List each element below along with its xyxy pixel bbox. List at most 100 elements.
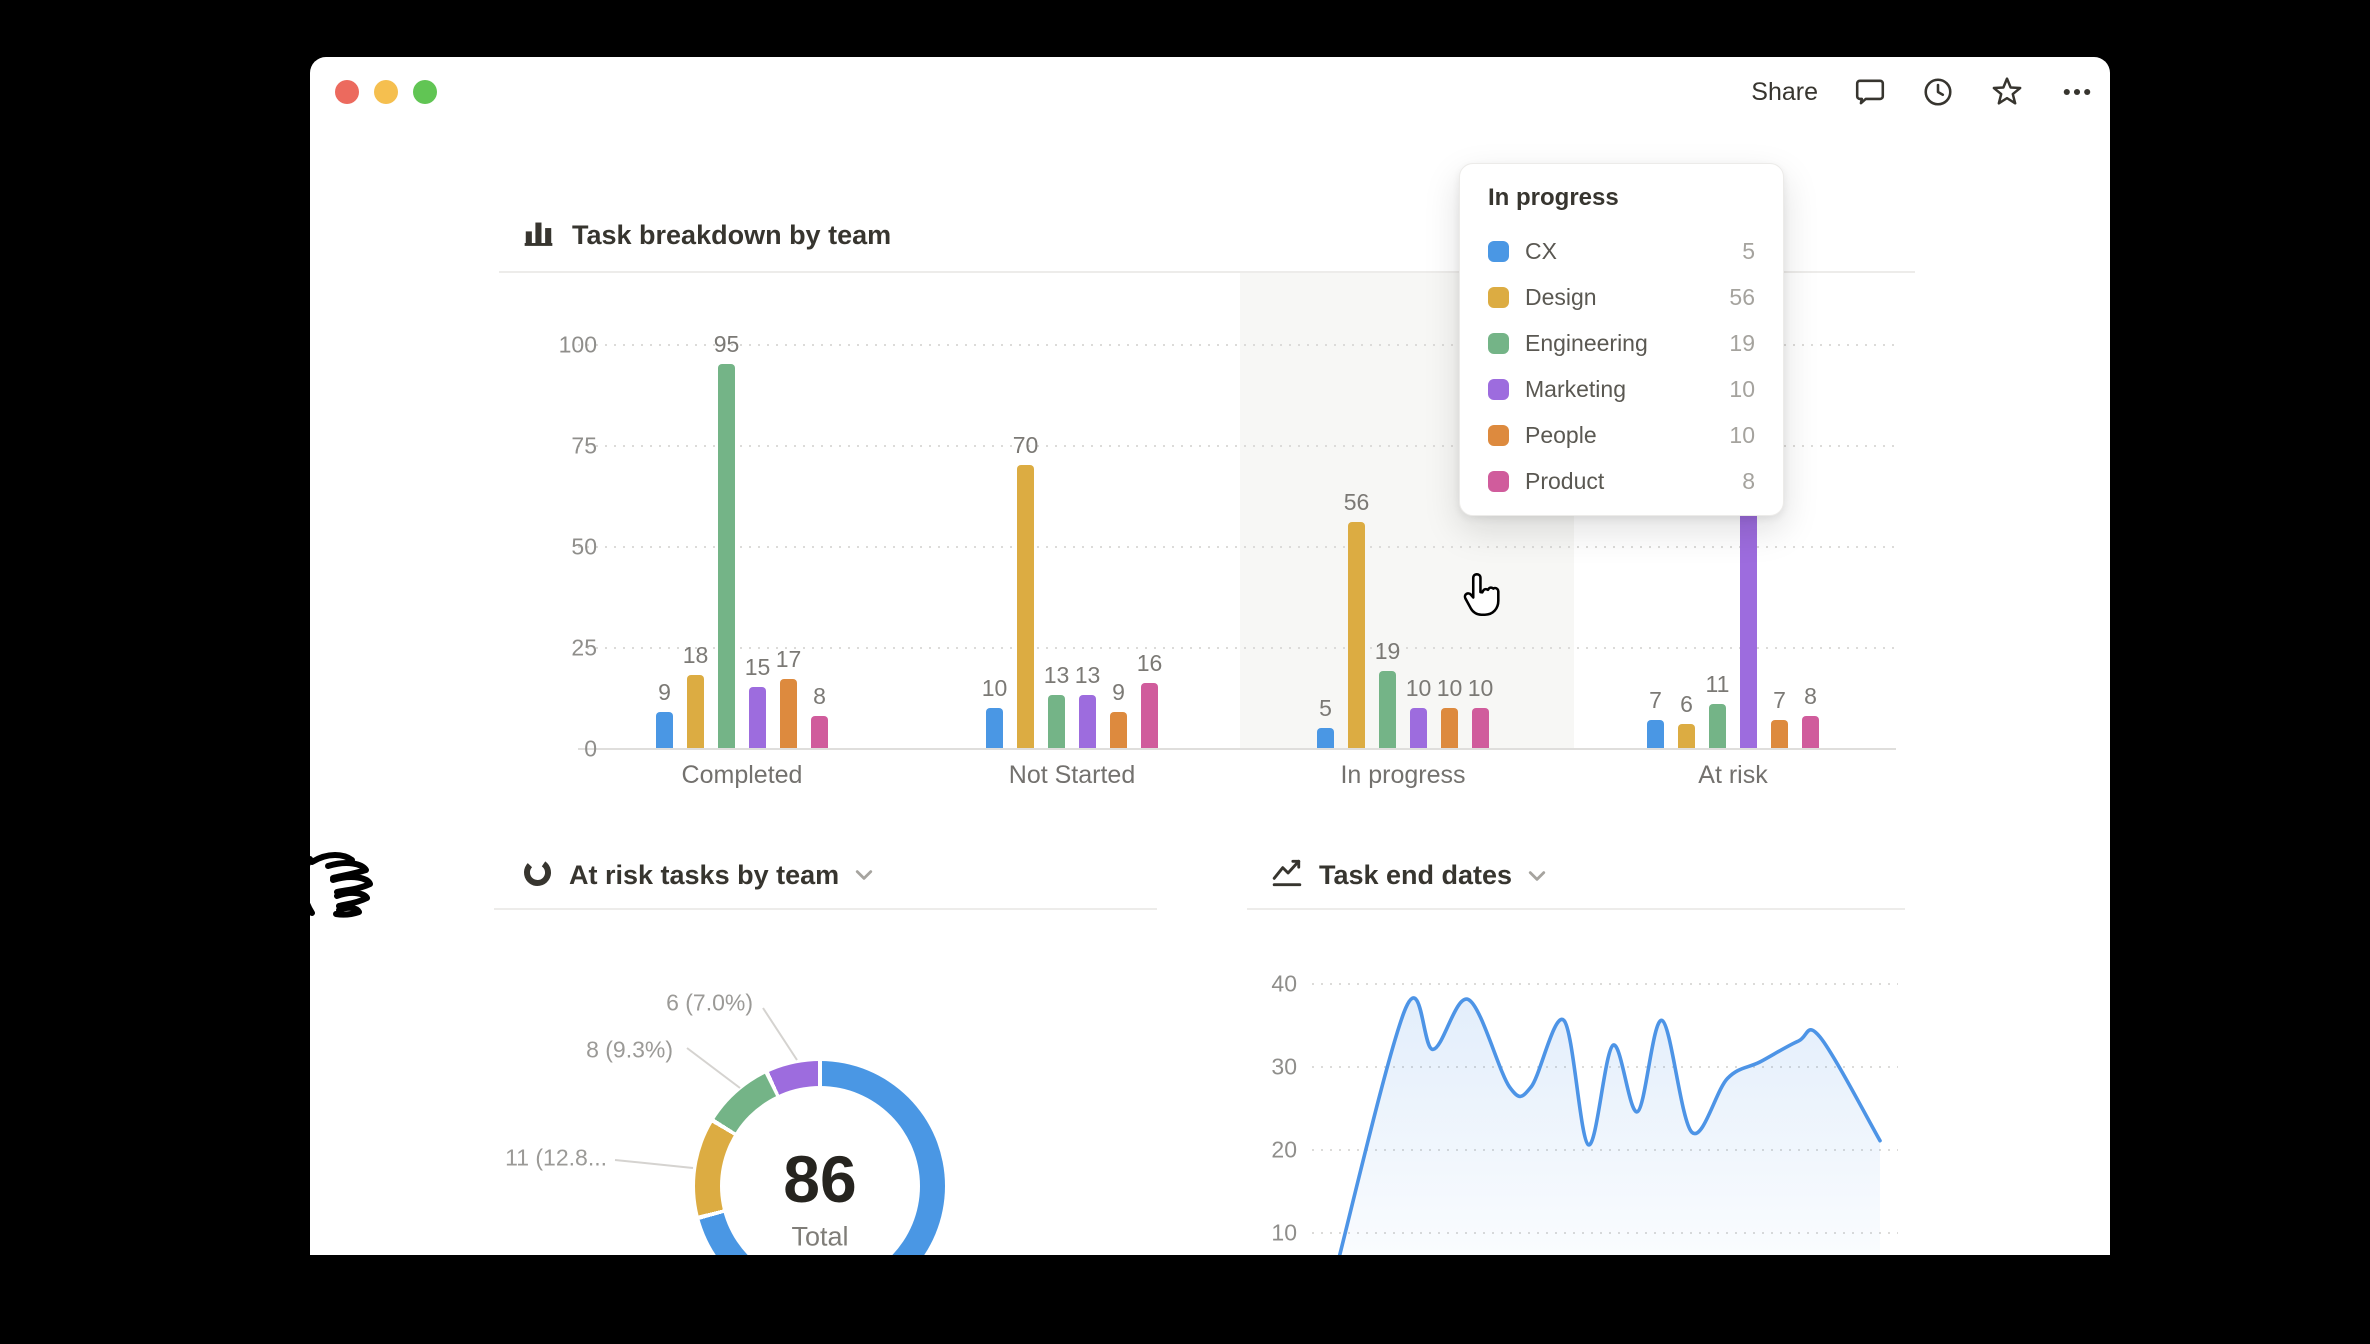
donut-slice-label: 8 (9.3%)	[586, 1036, 673, 1063]
tooltip-row-label: Marketing	[1525, 375, 1626, 402]
gridline	[1312, 1232, 1898, 1234]
bar-value-label: 6	[1680, 690, 1693, 717]
donut-total-label: Total	[791, 1221, 849, 1252]
bar-value-label: 7	[1773, 686, 1786, 713]
bar-not-started-design[interactable]	[1017, 465, 1034, 748]
bar-chart-title: Task breakdown by team	[572, 219, 892, 250]
bar-in-progress-people[interactable]	[1441, 707, 1458, 748]
donut-slice-label: 6 (7.0%)	[666, 989, 753, 1016]
bar-value-label: 13	[1074, 662, 1101, 689]
bar-in-progress-design[interactable]	[1348, 521, 1365, 748]
x-category-label: Completed	[681, 761, 803, 789]
donut-chart-icon	[522, 857, 553, 893]
hand-doodle-right	[2078, 395, 2110, 479]
bar-at-risk-people[interactable]	[1771, 719, 1788, 748]
clock-icon[interactable]	[1922, 76, 1954, 108]
hand-cursor	[1463, 573, 1500, 616]
tooltip-row-value: 10	[1729, 375, 1755, 402]
gridline	[578, 445, 1896, 447]
tooltip-row-value: 8	[1742, 467, 1755, 494]
bar-value-label: 10	[1467, 674, 1494, 701]
chevron-down-icon[interactable]	[1528, 870, 1546, 882]
bar-chart-header: Task breakdown by team	[523, 217, 891, 253]
bar-completed-product[interactable]	[811, 715, 828, 748]
chevron-down-icon[interactable]	[855, 869, 873, 881]
comment-icon[interactable]	[1854, 76, 1886, 108]
bar-not-started-cx[interactable]	[986, 707, 1003, 748]
x-category-label: At risk	[1698, 761, 1768, 789]
bar-value-label: 70	[1012, 432, 1039, 459]
bar-at-risk-cx[interactable]	[1647, 719, 1664, 748]
tooltip-row-value: 19	[1729, 329, 1755, 356]
donut-chart-header: At risk tasks by team	[522, 857, 873, 893]
tooltip-row-label: Design	[1525, 283, 1597, 310]
share-button[interactable]: Share	[1751, 77, 1818, 106]
bar-at-risk-design[interactable]	[1678, 723, 1695, 748]
tooltip-row: People 10	[1488, 412, 1755, 458]
tooltip-row-value: 10	[1729, 421, 1755, 448]
bar-completed-people[interactable]	[780, 679, 797, 748]
zoom-button[interactable]	[413, 80, 437, 104]
tooltip-row: Design 56	[1488, 274, 1755, 320]
bar-at-risk-engineering[interactable]	[1709, 703, 1726, 748]
x-axis-line	[578, 748, 1896, 750]
tooltip-row-value: 56	[1729, 283, 1755, 310]
tooltip-rows: CX 5 Design 56 Engineering 19 Marketing 10 Peopl…	[1488, 228, 1755, 504]
y-tick-label: 25	[571, 634, 597, 661]
notion-window: Share	[310, 57, 2110, 1255]
bar-value-label: 8	[1804, 682, 1817, 709]
bar-value-label: 9	[658, 678, 671, 705]
bar-value-label: 11	[1705, 670, 1730, 697]
bar-completed-engineering[interactable]	[718, 364, 735, 748]
legend-swatch	[1488, 470, 1509, 492]
bar-value-label: 9	[1112, 678, 1125, 705]
bar-at-risk-marketing[interactable]	[1740, 501, 1757, 748]
bar-in-progress-engineering[interactable]	[1379, 671, 1396, 748]
x-category-label: In progress	[1340, 761, 1466, 789]
y-tick-label: 0	[584, 735, 597, 762]
legend-swatch	[1488, 378, 1509, 400]
gridline	[578, 344, 1896, 346]
close-button[interactable]	[335, 80, 359, 104]
y-tick-label: 40	[1271, 970, 1297, 997]
more-icon[interactable]	[2060, 75, 2094, 109]
bar-at-risk-product[interactable]	[1802, 715, 1819, 748]
bar-value-label: 8	[813, 682, 826, 709]
minimize-button[interactable]	[374, 80, 398, 104]
legend-swatch	[1488, 240, 1509, 262]
bar-chart-icon	[523, 217, 554, 253]
y-tick-label: 75	[571, 432, 597, 459]
donut-chart-title: At risk tasks by team	[569, 859, 840, 890]
gridline	[1312, 983, 1898, 985]
gridline	[578, 647, 1896, 649]
line-chart-icon	[1271, 857, 1303, 894]
bar-value-label: 7	[1649, 686, 1662, 713]
bar-completed-design[interactable]	[687, 675, 704, 748]
tooltip-row: Product 8	[1488, 458, 1755, 504]
y-tick-label: 20	[1271, 1136, 1297, 1163]
bar-in-progress-marketing[interactable]	[1410, 707, 1427, 748]
tooltip-row: Engineering 19	[1488, 320, 1755, 366]
bar-in-progress-product[interactable]	[1472, 707, 1489, 748]
y-tick-label: 50	[571, 533, 597, 560]
bar-not-started-engineering[interactable]	[1048, 695, 1065, 748]
bar-not-started-marketing[interactable]	[1079, 695, 1096, 748]
bar-in-progress-cx[interactable]	[1317, 727, 1334, 748]
y-tick-label: 30	[1271, 1053, 1297, 1080]
tooltip-row-value: 5	[1742, 237, 1755, 264]
bar-value-label: 15	[744, 654, 771, 681]
bar-value-label: 13	[1043, 662, 1070, 689]
tooltip-row-label: People	[1525, 421, 1597, 448]
topbar-actions: Share	[1751, 67, 2094, 117]
divider	[1247, 908, 1905, 910]
bar-not-started-product[interactable]	[1141, 683, 1158, 748]
tooltip-row: Marketing 10	[1488, 366, 1755, 412]
gridline	[578, 546, 1896, 548]
star-icon[interactable]	[1990, 75, 2024, 109]
legend-swatch	[1488, 286, 1509, 308]
bar-completed-marketing[interactable]	[749, 687, 766, 748]
bar-not-started-people[interactable]	[1110, 711, 1127, 748]
bar-completed-cx[interactable]	[656, 711, 673, 748]
x-category-label: Not Started	[1008, 761, 1136, 789]
